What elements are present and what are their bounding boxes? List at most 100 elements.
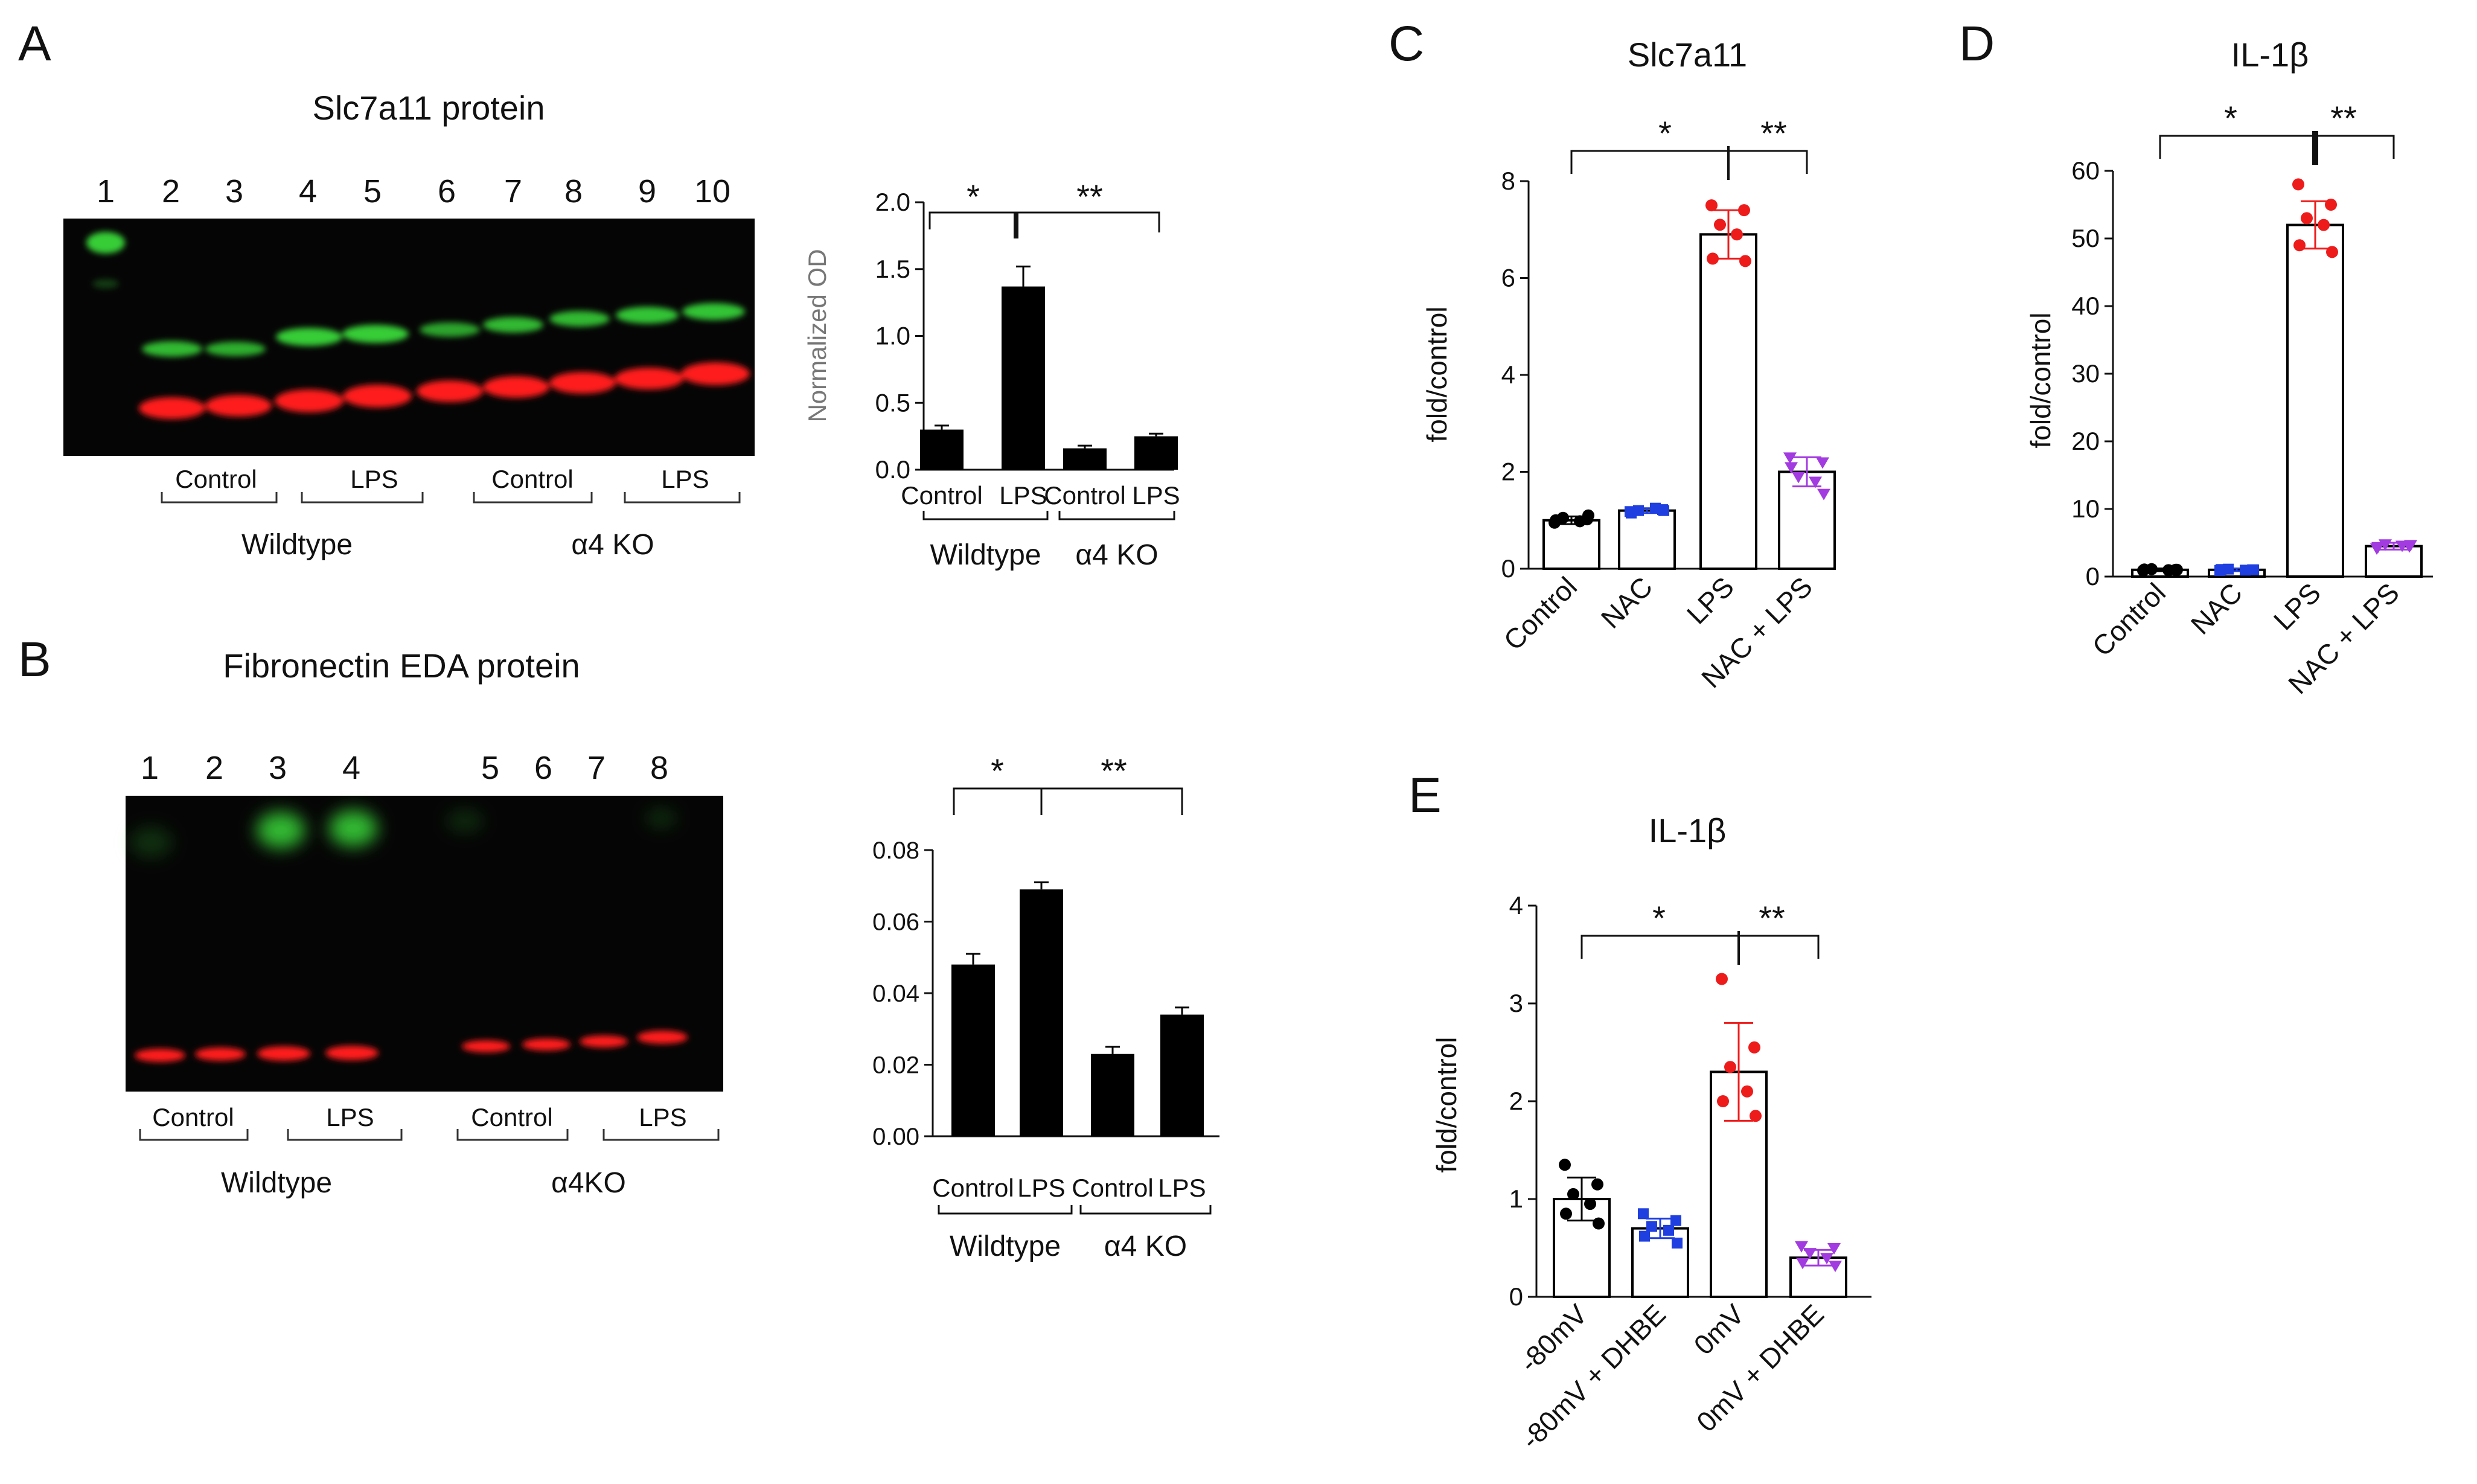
significance-bracket xyxy=(1580,935,1739,959)
group-label: Wildtype xyxy=(241,529,353,561)
y-tick-label: 2 xyxy=(1509,1087,1523,1115)
panel-b-western-blot xyxy=(126,796,723,1092)
significance-bracket xyxy=(928,211,1160,232)
y-tick-label: 10 xyxy=(2071,494,2100,523)
lane-number: 4 xyxy=(342,750,360,786)
group-bracket xyxy=(1079,1205,1212,1215)
bar xyxy=(1160,1014,1204,1136)
data-point xyxy=(1796,1258,1809,1270)
condition-label: LPS xyxy=(326,1103,374,1131)
group-bracket xyxy=(938,1205,1073,1215)
significance-marker: ** xyxy=(1101,752,1127,790)
blot-background xyxy=(126,796,723,1092)
lane-number: 4 xyxy=(299,173,317,209)
data-point xyxy=(2371,542,2385,554)
data-point xyxy=(1593,1217,1605,1230)
condition-label: Control xyxy=(152,1103,234,1131)
lane-number: 5 xyxy=(481,750,499,786)
data-point xyxy=(1670,1215,1681,1226)
data-point xyxy=(1820,1253,1833,1265)
data-point xyxy=(2318,219,2330,231)
data-point xyxy=(1638,1208,1649,1220)
panel-label-d: D xyxy=(1959,16,1995,71)
lane-number: 6 xyxy=(534,750,552,786)
significance-bracket xyxy=(1041,787,1183,815)
red-bands xyxy=(135,1031,688,1062)
data-point xyxy=(1559,1159,1571,1171)
data-point xyxy=(1591,1178,1603,1191)
x-category-label: LPS xyxy=(1017,1174,1065,1202)
bar xyxy=(920,429,964,470)
y-axis-label: fold/control xyxy=(1431,1037,1462,1172)
x-category-label: LPS xyxy=(999,481,1047,510)
data-point xyxy=(1550,514,1562,526)
panel-b-lane-numbers: 1 2 3 4 5 6 7 8 xyxy=(141,750,668,786)
data-point xyxy=(1724,1061,1736,1073)
panel-b-lane-brackets xyxy=(139,1129,720,1141)
significance-marker: ** xyxy=(2330,99,2357,137)
data-point xyxy=(1560,1207,1572,1220)
lane-number: 1 xyxy=(97,173,115,209)
bar xyxy=(1002,286,1045,470)
data-point xyxy=(2395,540,2409,552)
significance-marker: ** xyxy=(1759,899,1785,937)
lane-number: 6 xyxy=(438,173,456,209)
y-tick-label: 1.5 xyxy=(875,255,910,283)
significance-bracket xyxy=(1728,150,1808,174)
chart-title: IL-1β xyxy=(1649,811,1727,849)
x-category-label: -80mV + DHBE xyxy=(1515,1298,1672,1455)
bar xyxy=(2365,545,2423,578)
chart-title: IL-1β xyxy=(2231,36,2309,74)
x-category-label: LPS xyxy=(1158,1174,1206,1202)
significance-bracket xyxy=(2159,135,2315,159)
data-point xyxy=(2326,246,2338,258)
data-point xyxy=(1672,1237,1683,1249)
data-point xyxy=(1714,219,1726,231)
x-category-label: LPS xyxy=(2268,577,2327,636)
green-bands xyxy=(86,232,745,357)
y-tick-label: 0.06 xyxy=(872,909,919,936)
y-tick-label: 4 xyxy=(1509,891,1523,920)
lane-number: 7 xyxy=(587,750,606,786)
y-tick-label: 0.08 xyxy=(872,837,919,864)
data-point xyxy=(1750,1110,1762,1122)
y-tick-label: 1 xyxy=(1509,1185,1523,1213)
data-point xyxy=(1582,509,1594,522)
data-point xyxy=(2171,563,2183,576)
data-point xyxy=(1574,515,1586,528)
y-axis-label: fold/control xyxy=(1421,306,1453,442)
data-point xyxy=(1584,1198,1596,1211)
data-point xyxy=(1567,1188,1579,1200)
y-tick-label: 8 xyxy=(1501,167,1515,195)
y-tick-label: 2 xyxy=(1501,458,1515,486)
data-point xyxy=(2138,563,2150,576)
lane-number: 8 xyxy=(650,750,668,786)
bar xyxy=(1618,509,1676,571)
group-label: Wildtype xyxy=(221,1167,332,1199)
data-point xyxy=(1646,1221,1657,1232)
data-point xyxy=(1658,505,1669,516)
data-point xyxy=(1795,1241,1808,1253)
data-point xyxy=(1739,255,1751,267)
data-point xyxy=(1738,204,1750,217)
bar xyxy=(1134,436,1178,470)
data-point xyxy=(2162,564,2175,577)
group-bracket xyxy=(1058,511,1175,520)
group-bracket xyxy=(922,511,1049,520)
lane-number: 5 xyxy=(363,173,382,209)
data-point xyxy=(1785,462,1798,474)
data-point xyxy=(1663,1224,1674,1236)
significance-marker: * xyxy=(1652,899,1666,937)
data-point xyxy=(1717,1095,1729,1107)
y-tick-label: 0.0 xyxy=(875,455,910,484)
condition-label: LPS xyxy=(350,465,398,493)
x-category-label: Control xyxy=(1044,481,1125,510)
data-point xyxy=(2248,564,2259,575)
y-tick-label: 20 xyxy=(2071,427,2100,455)
data-point xyxy=(2293,239,2306,252)
significance-marker: * xyxy=(1658,114,1672,152)
